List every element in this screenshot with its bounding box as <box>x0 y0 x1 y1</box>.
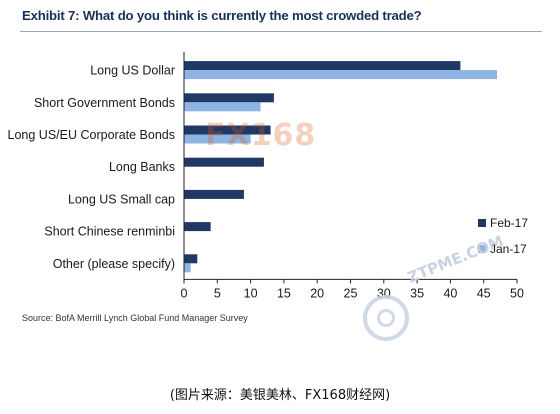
x-tick-label: 25 <box>344 286 358 300</box>
x-tick-label: 45 <box>477 286 491 300</box>
x-tick-label: 5 <box>214 286 221 300</box>
category-label: Long US Dollar <box>90 64 175 78</box>
x-tick-label: 20 <box>310 286 324 300</box>
category-label: Long US Small cap <box>68 192 175 206</box>
bar-feb-17 <box>184 61 461 71</box>
category-label: Short Chinese renminbi <box>44 225 175 239</box>
bar-feb-17 <box>184 189 244 199</box>
x-tick-label: 0 <box>181 286 188 300</box>
x-tick-label: 10 <box>244 286 258 300</box>
title-divider <box>20 31 542 32</box>
bar-feb-17 <box>184 254 198 264</box>
bar-feb-17 <box>184 125 271 135</box>
bar-jan-17 <box>184 102 261 112</box>
category-label: Other (please specify) <box>53 257 175 271</box>
bar-jan-17 <box>184 70 498 80</box>
bar-feb-17 <box>184 93 274 103</box>
x-tick-label: 15 <box>277 286 291 300</box>
image-caption: (图片来源：美银美林、FX168财经网) <box>169 388 391 403</box>
chart-title: Exhibit 7: What do you think is currentl… <box>22 8 422 23</box>
source-note: Source: BofA Merrill Lynch Global Fund M… <box>22 313 248 323</box>
fx168-watermark: FX168 <box>205 118 317 153</box>
category-label: Short Government Bonds <box>34 96 175 110</box>
bar-chart: Long US Dollar Short Government Bonds Long… <box>8 52 528 300</box>
x-tick-label: 50 <box>510 286 524 300</box>
bar-jan-17 <box>184 134 251 144</box>
legend-swatch <box>478 245 486 253</box>
category-label: Long US/EU Corporate Bonds <box>8 128 175 142</box>
bar-jan-17 <box>184 263 191 273</box>
legend-swatch <box>478 219 486 227</box>
bar-feb-17 <box>184 157 264 167</box>
legend-label: Jan-17 <box>490 242 527 256</box>
x-tick-label: 35 <box>410 286 424 300</box>
bar-feb-17 <box>184 222 211 232</box>
watermark-badge-icon <box>363 295 409 341</box>
legend-label: Feb-17 <box>490 216 528 230</box>
category-label: Long Banks <box>109 160 175 174</box>
x-tick-label: 40 <box>443 286 457 300</box>
